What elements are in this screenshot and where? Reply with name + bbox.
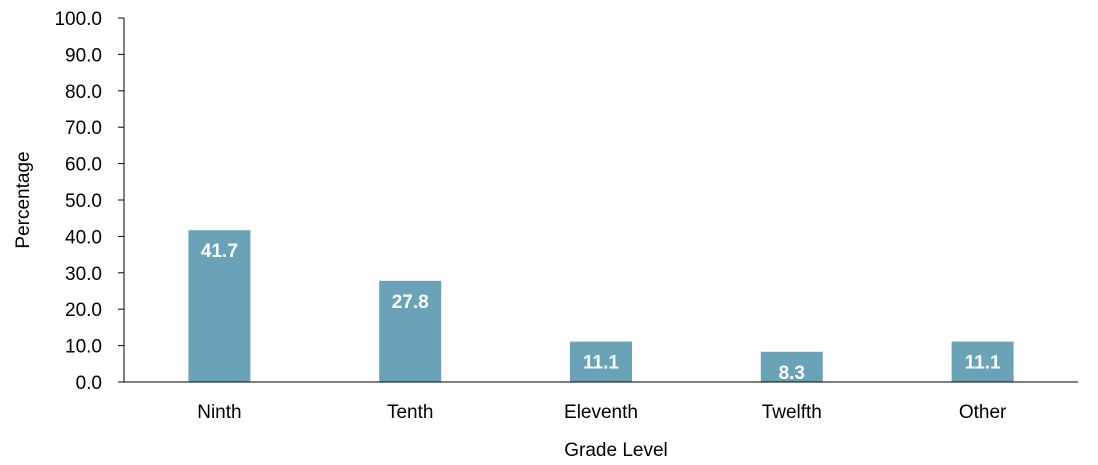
bar-ninth bbox=[188, 230, 251, 382]
bar-other bbox=[951, 341, 1014, 382]
x-tick-label-twelfth: Twelfth bbox=[762, 402, 822, 423]
y-tick-label: 0.0 bbox=[76, 373, 102, 394]
bar-eleventh bbox=[570, 341, 632, 382]
y-tick-label: 50.0 bbox=[65, 191, 102, 212]
y-tick-label: 20.0 bbox=[65, 300, 102, 321]
y-tick-label: 100.0 bbox=[54, 9, 102, 30]
x-tick-label-ninth: Ninth bbox=[197, 402, 241, 423]
data-label-eleventh: 11.1 bbox=[583, 353, 619, 374]
bar-tenth bbox=[379, 280, 442, 382]
x-axis-ticks: Ninth Tenth Eleventh Twelfth Other bbox=[197, 402, 1007, 423]
x-tick-label-tenth: Tenth bbox=[387, 402, 433, 423]
data-label-other: 11.1 bbox=[965, 353, 1001, 374]
x-axis-title: Grade Level bbox=[564, 440, 668, 460]
data-label-tenth: 27.8 bbox=[392, 292, 429, 313]
y-tick-label: 80.0 bbox=[65, 82, 102, 103]
y-axis-title: Percentage bbox=[13, 151, 34, 248]
y-tick-label: 90.0 bbox=[65, 45, 102, 66]
y-tick-label: 30.0 bbox=[65, 264, 102, 285]
bar-twelfth bbox=[760, 351, 823, 382]
y-tick-label: 10.0 bbox=[65, 337, 102, 358]
y-axis-ticks: 0.0 10.0 20.0 30.0 40.0 50.0 60.0 70.0 80.0 90.0 1… bbox=[54, 9, 124, 394]
bars bbox=[188, 230, 1014, 382]
y-tick-label: 60.0 bbox=[65, 155, 102, 176]
data-label-twelfth: 8.3 bbox=[779, 363, 805, 384]
y-tick-label: 70.0 bbox=[65, 118, 102, 139]
x-tick-label-eleventh: Eleventh bbox=[564, 402, 638, 423]
data-label-ninth: 41.7 bbox=[201, 241, 238, 262]
y-tick-label: 40.0 bbox=[65, 227, 102, 248]
data-labels: 41.7 27.8 11.1 8.3 11.1 bbox=[201, 241, 1001, 384]
x-tick-label-other: Other bbox=[959, 402, 1007, 423]
